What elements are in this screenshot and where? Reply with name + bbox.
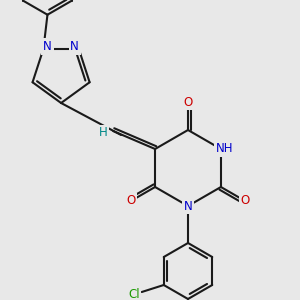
Text: O: O bbox=[183, 95, 193, 109]
Text: N: N bbox=[43, 40, 52, 53]
Text: N: N bbox=[184, 200, 192, 212]
Text: NH: NH bbox=[216, 142, 234, 155]
Text: Cl: Cl bbox=[128, 289, 140, 300]
Text: O: O bbox=[241, 194, 250, 208]
Text: N: N bbox=[70, 40, 79, 53]
Text: H: H bbox=[99, 127, 107, 140]
Text: O: O bbox=[126, 194, 136, 208]
